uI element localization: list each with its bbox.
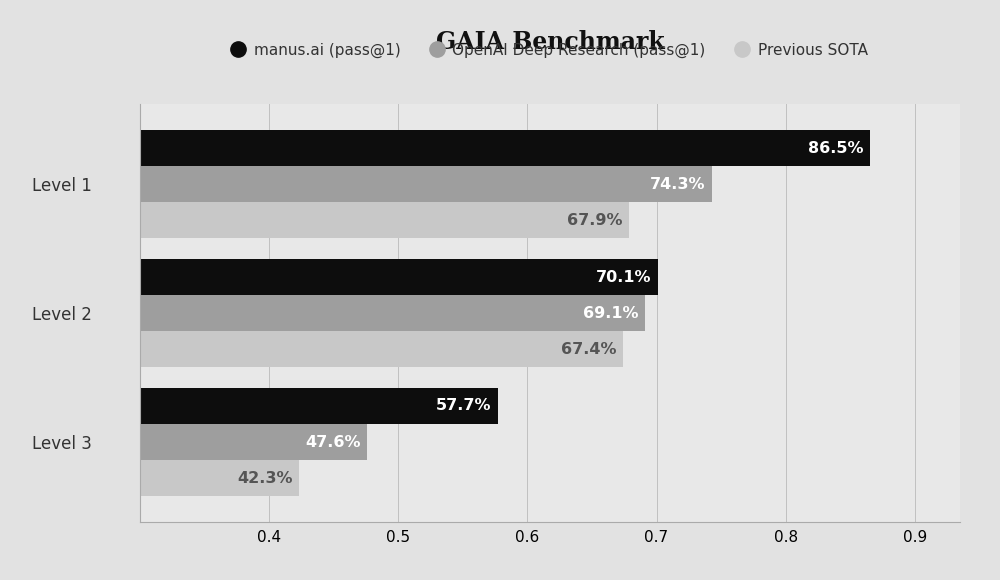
Text: 70.1%: 70.1% (596, 270, 651, 285)
Bar (140, 166, 712, 202)
Text: 42.3%: 42.3% (237, 471, 292, 485)
Text: 86.5%: 86.5% (808, 141, 863, 155)
Bar (140, 388, 498, 424)
Text: 47.6%: 47.6% (305, 434, 361, 450)
Legend: manus.ai (pass@1), OpenAI Deep Research (pass@1), Previous SOTA: manus.ai (pass@1), OpenAI Deep Research … (226, 37, 874, 64)
Bar (140, 460, 299, 496)
Text: 57.7%: 57.7% (436, 398, 491, 414)
Title: GAIA Benchmark: GAIA Benchmark (436, 30, 664, 54)
Text: 74.3%: 74.3% (650, 177, 706, 192)
Text: 67.4%: 67.4% (561, 342, 617, 357)
Text: 67.9%: 67.9% (567, 213, 623, 228)
Bar (140, 424, 367, 460)
Bar (140, 130, 870, 166)
Text: 69.1%: 69.1% (583, 306, 638, 321)
Bar (140, 295, 645, 331)
Bar (140, 259, 658, 295)
Bar (140, 331, 623, 367)
Bar (140, 202, 629, 238)
